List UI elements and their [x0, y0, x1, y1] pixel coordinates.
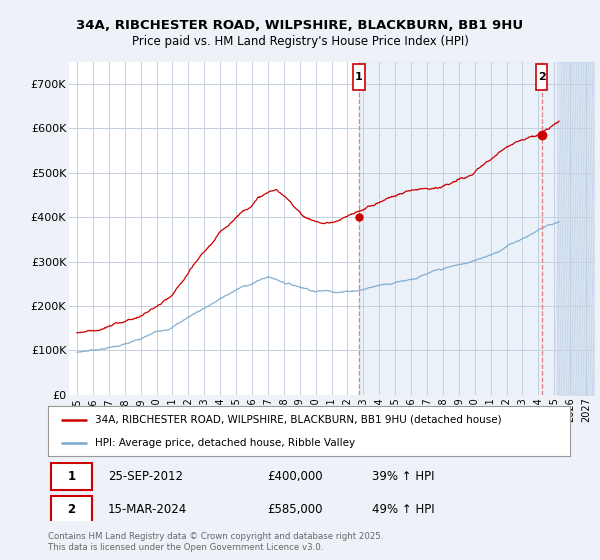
FancyBboxPatch shape — [50, 463, 92, 490]
FancyBboxPatch shape — [536, 64, 547, 91]
Text: 15-MAR-2024: 15-MAR-2024 — [108, 502, 187, 516]
Text: Price paid vs. HM Land Registry's House Price Index (HPI): Price paid vs. HM Land Registry's House … — [131, 35, 469, 49]
Text: £400,000: £400,000 — [267, 470, 323, 483]
Text: 25-SEP-2012: 25-SEP-2012 — [108, 470, 183, 483]
Text: 2: 2 — [67, 502, 76, 516]
Text: 39% ↑ HPI: 39% ↑ HPI — [371, 470, 434, 483]
Text: 1: 1 — [355, 72, 363, 82]
FancyBboxPatch shape — [50, 496, 92, 522]
Text: 34A, RIBCHESTER ROAD, WILPSHIRE, BLACKBURN, BB1 9HU (detached house): 34A, RIBCHESTER ROAD, WILPSHIRE, BLACKBU… — [95, 414, 502, 424]
Text: 49% ↑ HPI: 49% ↑ HPI — [371, 502, 434, 516]
Text: 34A, RIBCHESTER ROAD, WILPSHIRE, BLACKBURN, BB1 9HU: 34A, RIBCHESTER ROAD, WILPSHIRE, BLACKBU… — [76, 18, 524, 32]
Text: 2: 2 — [538, 72, 545, 82]
Text: Contains HM Land Registry data © Crown copyright and database right 2025.
This d: Contains HM Land Registry data © Crown c… — [48, 533, 383, 552]
Text: HPI: Average price, detached house, Ribble Valley: HPI: Average price, detached house, Ribb… — [95, 438, 355, 448]
FancyBboxPatch shape — [353, 64, 365, 91]
Text: £585,000: £585,000 — [267, 502, 323, 516]
Text: 1: 1 — [67, 470, 76, 483]
Bar — [359, 62, 594, 395]
